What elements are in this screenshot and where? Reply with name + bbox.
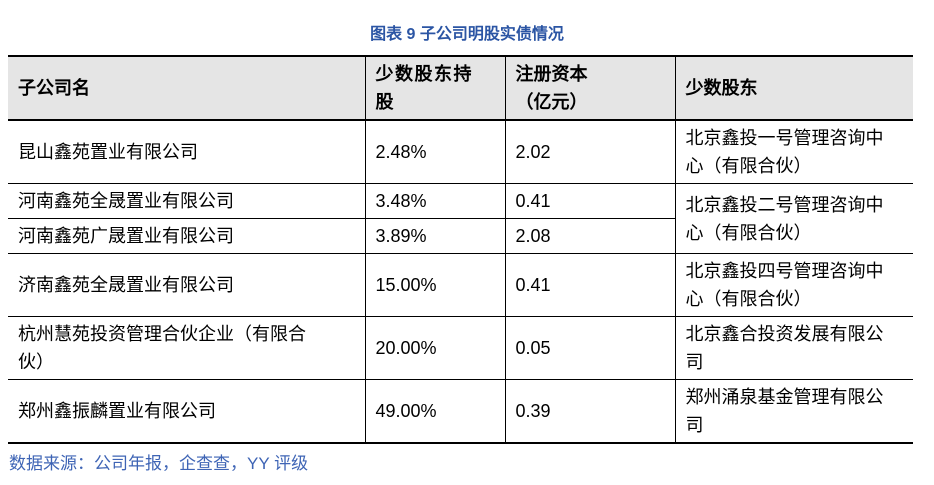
cell-registered-capital: 0.39 xyxy=(504,379,675,443)
cell-registered-capital: 0.05 xyxy=(504,316,675,380)
source-note: 数据来源：公司年报，企查查，YY 评级 xyxy=(9,454,309,473)
cell-subsidiary-name: 河南鑫苑全晟置业有限公司 xyxy=(18,191,234,211)
cell-minority-stake: 15.00% xyxy=(364,253,505,317)
cell-registered-capital: 0.41 xyxy=(504,253,675,317)
cell-minority-shareholder-merged: 北京鑫投二号管理咨询中 心（有限合伙） xyxy=(674,183,913,254)
cell-subsidiary-name: 郑州鑫振麟置业有限公司 xyxy=(18,401,216,421)
table-row: 河南鑫苑广晟置业有限公司 3.89% 2.08 xyxy=(8,218,913,254)
cell-minority-stake: 49.00% xyxy=(364,379,505,443)
col-header-subsidiary-name: 子公司名 xyxy=(8,56,365,120)
cell-minority-shareholder: 北京鑫投四号管理咨询中 心（有限合伙） xyxy=(674,253,913,317)
figure-title: 图表 9 子公司明股实债情况 xyxy=(370,26,564,43)
table-row: 济南鑫苑全晟置业有限公司 15.00% 0.41 北京鑫投四号管理咨询中 心（有… xyxy=(8,253,913,317)
cell-subsidiary-name: 昆山鑫苑置业有限公司 xyxy=(18,142,198,162)
col-header-minority-stake: 少数股东持股 xyxy=(364,56,505,120)
cell-minority-shareholder: 北京鑫合投资发展有限公 司 xyxy=(674,316,913,380)
cell-minority-shareholder: 北京鑫投一号管理咨询中 心（有限合伙） xyxy=(674,120,913,184)
col-header-minority-shareholder: 少数股东 xyxy=(674,56,913,120)
cell-registered-capital: 0.41 xyxy=(504,183,675,219)
cell-minority-stake: 3.89% xyxy=(364,218,505,254)
col-header-registered-capital: 注册资本 （亿元） xyxy=(504,56,675,120)
table-row: 昆山鑫苑置业有限公司 2.48% 2.02 北京鑫投一号管理咨询中 心（有限合伙… xyxy=(8,120,913,184)
table-row: 杭州慧苑投资管理合伙企业（有限合 伙） 20.00% 0.05 北京鑫合投资发展… xyxy=(8,316,913,380)
table-row: 郑州鑫振麟置业有限公司 49.00% 0.39 郑州涌泉基金管理有限公 司 xyxy=(8,379,913,443)
table-header-row: 子公司名 少数股东持股 注册资本 （亿元） 少数股东 xyxy=(8,56,913,120)
cell-minority-shareholder: 郑州涌泉基金管理有限公 司 xyxy=(674,379,913,443)
cell-subsidiary-name: 杭州慧苑投资管理合伙企业（有限合 伙） xyxy=(18,324,306,372)
cell-subsidiary-name: 济南鑫苑全晟置业有限公司 xyxy=(18,275,234,295)
subsidiary-equity-debt-table: 子公司名 少数股东持股 注册资本 （亿元） 少数股东 昆山鑫苑置业有限公司 2.… xyxy=(8,55,913,444)
col-header-minority-stake-label: 少数股东持股 xyxy=(375,64,472,112)
cell-minority-stake: 3.48% xyxy=(364,183,505,219)
cell-subsidiary-name: 河南鑫苑广晟置业有限公司 xyxy=(18,226,234,246)
table-row: 河南鑫苑全晟置业有限公司 3.48% 0.41 北京鑫投二号管理咨询中 心（有限… xyxy=(8,183,913,254)
cell-registered-capital: 2.02 xyxy=(504,120,675,184)
cell-minority-stake: 2.48% xyxy=(364,120,505,184)
cell-registered-capital: 2.08 xyxy=(504,218,675,254)
cell-minority-stake: 20.00% xyxy=(364,316,505,380)
